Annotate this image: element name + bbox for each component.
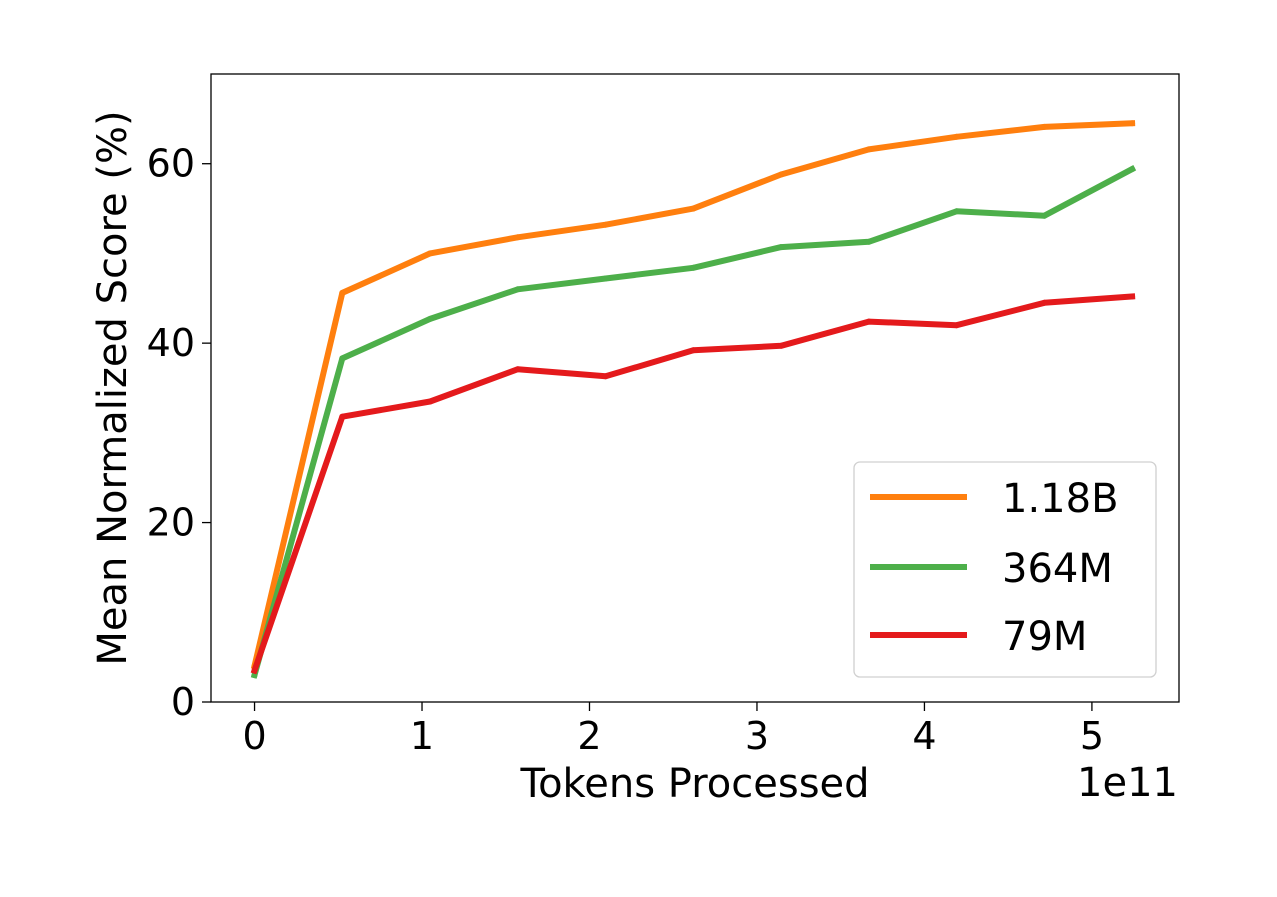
x-tick-label-4: 4 [912, 714, 936, 758]
data-point-1-18b-4 [602, 221, 609, 228]
data-point-364m-6 [778, 244, 785, 251]
data-point-364m-3 [514, 286, 521, 293]
data-point-1-18b-7 [865, 146, 872, 153]
series-lines [250, 120, 1137, 679]
data-point-364m-5 [690, 264, 697, 271]
data-point-364m-2 [427, 315, 434, 322]
data-point-79m-10 [1129, 293, 1136, 300]
data-point-79m-2 [427, 398, 434, 405]
data-point-1-18b-5 [690, 205, 697, 212]
legend-label-79m: 79M [1002, 614, 1087, 660]
data-point-1-18b-8 [953, 133, 960, 140]
y-axis-label: Mean Normalized Score (%) [90, 110, 136, 665]
data-point-79m-3 [514, 366, 521, 373]
data-point-1-18b-6 [778, 171, 785, 178]
plot-frame [210, 73, 1180, 703]
data-point-1-18b-9 [1041, 123, 1048, 130]
data-point-79m-9 [1041, 299, 1048, 306]
x-tick-label-5: 5 [1080, 714, 1104, 758]
data-point-79m-8 [953, 322, 960, 329]
legend-box [853, 461, 1157, 678]
data-point-1-18b-10 [1129, 120, 1136, 127]
x-axis-label: Tokens Processed [519, 761, 869, 807]
data-point-79m-4 [602, 373, 609, 380]
data-point-364m-7 [865, 238, 872, 245]
data-point-79m-7 [865, 318, 872, 325]
x-tick-label-2: 2 [577, 714, 601, 758]
y-tick-label-20: 20 [147, 501, 195, 545]
x-tick-label-0: 0 [242, 714, 266, 758]
data-point-79m-5 [690, 347, 697, 354]
data-point-1-18b-3 [514, 234, 521, 241]
data-point-364m-10 [1129, 166, 1136, 173]
data-point-79m-1 [339, 413, 346, 420]
x-axis-offset-label: 1e11 [1077, 760, 1178, 806]
data-point-364m-8 [953, 208, 960, 215]
data-point-79m-0 [251, 667, 258, 674]
axis-ticks: 0 1 2 3 4 5 0 20 40 60 [147, 142, 1104, 758]
y-tick-label-40: 40 [147, 321, 195, 365]
legend-label-1-18b: 1.18B [1002, 476, 1119, 522]
data-point-364m-9 [1041, 212, 1048, 219]
data-point-364m-1 [339, 355, 346, 362]
data-point-1-18b-1 [339, 289, 346, 296]
data-point-364m-4 [602, 275, 609, 282]
y-tick-label-0: 0 [171, 680, 195, 724]
legend: 1.18B 364M 79M [853, 461, 1157, 678]
x-tick-label-1: 1 [410, 714, 434, 758]
data-point-79m-6 [778, 342, 785, 349]
y-tick-label-60: 60 [147, 142, 195, 186]
data-point-1-18b-2 [427, 250, 434, 257]
legend-label-364m: 364M [1002, 546, 1113, 592]
x-tick-label-3: 3 [745, 714, 769, 758]
